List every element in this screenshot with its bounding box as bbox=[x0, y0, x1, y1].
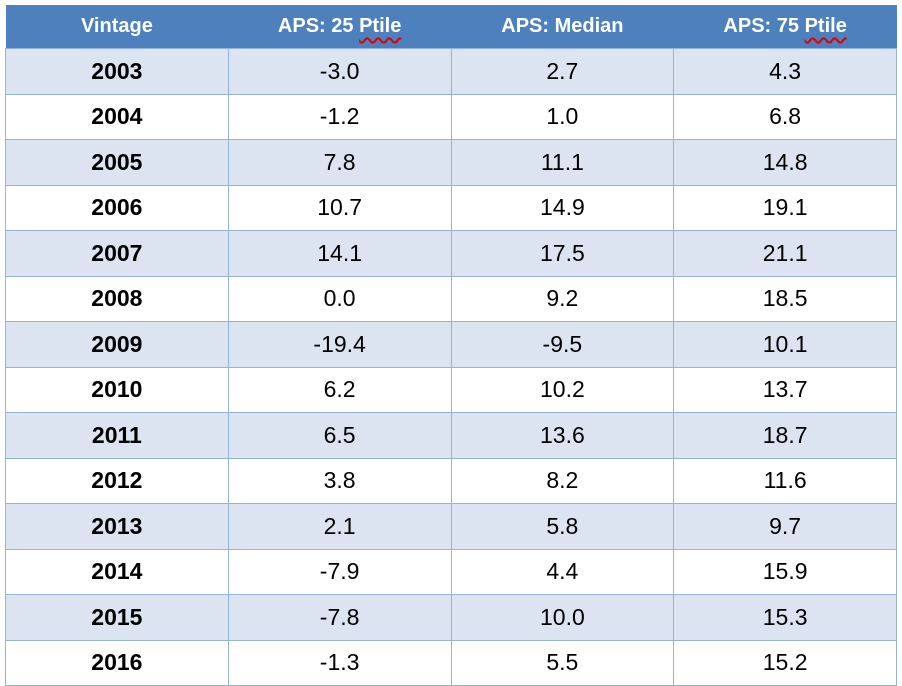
value-cell: 10.2 bbox=[450, 366, 675, 413]
value-cell: 19.1 bbox=[673, 184, 897, 231]
column-header-label: APS: 75 bbox=[723, 15, 805, 37]
value-cell: 5.8 bbox=[450, 503, 675, 550]
value-cell: 8.2 bbox=[450, 457, 675, 504]
vintage-cell: 2016 bbox=[5, 639, 229, 686]
value-cell: 13.6 bbox=[450, 412, 675, 459]
spellcheck-underline-word: Ptile bbox=[804, 15, 847, 37]
table-row: 2010 6.2 10.2 13.7 bbox=[5, 366, 897, 413]
table-row: 2009 -19.4 -9.5 10.1 bbox=[5, 321, 897, 368]
vintage-cell: 2009 bbox=[5, 321, 229, 368]
value-cell: -7.8 bbox=[227, 594, 452, 641]
vintage-aps-table: Vintage APS: 25 Ptile APS: Median APS: 7… bbox=[5, 5, 897, 686]
table-row: 2008 0.0 9.2 18.5 bbox=[5, 275, 897, 322]
value-cell: 11.6 bbox=[673, 457, 897, 504]
vintage-cell: 2005 bbox=[5, 139, 229, 186]
column-header-aps-75-ptile: APS: 75 Ptile bbox=[673, 5, 897, 49]
vintage-cell: 2004 bbox=[5, 93, 229, 140]
value-cell: 10.7 bbox=[227, 184, 452, 231]
value-cell: 15.9 bbox=[673, 548, 897, 595]
value-cell: 2.7 bbox=[450, 48, 675, 95]
vintage-cell: 2006 bbox=[5, 184, 229, 231]
column-header-vintage: Vintage bbox=[5, 5, 229, 49]
vintage-cell: 2011 bbox=[5, 412, 229, 459]
value-cell: 6.2 bbox=[227, 366, 452, 413]
value-cell: 10.0 bbox=[450, 594, 675, 641]
value-cell: 14.9 bbox=[450, 184, 675, 231]
column-header-label: APS: Median bbox=[501, 15, 624, 37]
value-cell: 6.5 bbox=[227, 412, 452, 459]
vintage-cell: 2007 bbox=[5, 230, 229, 277]
value-cell: -9.5 bbox=[450, 321, 675, 368]
value-cell: 5.5 bbox=[450, 639, 675, 686]
table-row: 2004 -1.2 1.0 6.8 bbox=[5, 93, 897, 140]
value-cell: 10.1 bbox=[673, 321, 897, 368]
value-cell: -1.3 bbox=[227, 639, 452, 686]
value-cell: 4.4 bbox=[450, 548, 675, 595]
value-cell: 4.3 bbox=[673, 48, 897, 95]
value-cell: 11.1 bbox=[450, 139, 675, 186]
header-row: Vintage APS: 25 Ptile APS: Median APS: 7… bbox=[5, 5, 897, 49]
value-cell: 15.2 bbox=[673, 639, 897, 686]
value-cell: 6.8 bbox=[673, 93, 897, 140]
table-row: 2011 6.5 13.6 18.7 bbox=[5, 412, 897, 459]
table-row: 2015 -7.8 10.0 15.3 bbox=[5, 594, 897, 641]
value-cell: 21.1 bbox=[673, 230, 897, 277]
vintage-cell: 2013 bbox=[5, 503, 229, 550]
table-row: 2013 2.1 5.8 9.7 bbox=[5, 503, 897, 550]
value-cell: 17.5 bbox=[450, 230, 675, 277]
value-cell: -7.9 bbox=[227, 548, 452, 595]
table-row: 2006 10.7 14.9 19.1 bbox=[5, 184, 897, 231]
spellcheck-underline-word: Ptile bbox=[359, 15, 402, 37]
column-header-aps-median: APS: Median bbox=[451, 5, 674, 49]
value-cell: 3.8 bbox=[227, 457, 452, 504]
vintage-cell: 2015 bbox=[5, 594, 229, 641]
column-header-aps-25-ptile: APS: 25 Ptile bbox=[228, 5, 451, 49]
vintage-cell: 2012 bbox=[5, 457, 229, 504]
value-cell: 1.0 bbox=[450, 93, 675, 140]
value-cell: 9.7 bbox=[673, 503, 897, 550]
value-cell: 9.2 bbox=[450, 275, 675, 322]
vintage-cell: 2008 bbox=[5, 275, 229, 322]
value-cell: 13.7 bbox=[673, 366, 897, 413]
vintage-cell: 2014 bbox=[5, 548, 229, 595]
table-row: 2016 -1.3 5.5 15.2 bbox=[5, 639, 897, 686]
table-row: 2007 14.1 17.5 21.1 bbox=[5, 230, 897, 277]
table-header: Vintage APS: 25 Ptile APS: Median APS: 7… bbox=[5, 5, 897, 49]
value-cell: 0.0 bbox=[227, 275, 452, 322]
value-cell: 14.8 bbox=[673, 139, 897, 186]
value-cell: 14.1 bbox=[227, 230, 452, 277]
column-header-label: Vintage bbox=[80, 15, 153, 37]
table-row: 2012 3.8 8.2 11.6 bbox=[5, 457, 897, 504]
value-cell: 2.1 bbox=[227, 503, 452, 550]
document-table-container: Vintage APS: 25 Ptile APS: Median APS: 7… bbox=[5, 5, 897, 686]
vintage-cell: 2010 bbox=[5, 366, 229, 413]
table-row: 2003 -3.0 2.7 4.3 bbox=[5, 48, 897, 95]
table-body: 2003 -3.0 2.7 4.3 2004 -1.2 1.0 6.8 2005… bbox=[5, 48, 897, 686]
table-row: 2005 7.8 11.1 14.8 bbox=[5, 139, 897, 186]
value-cell: 15.3 bbox=[673, 594, 897, 641]
value-cell: 18.5 bbox=[673, 275, 897, 322]
value-cell: -19.4 bbox=[227, 321, 452, 368]
vintage-cell: 2003 bbox=[5, 48, 229, 95]
value-cell: -3.0 bbox=[227, 48, 452, 95]
table-row: 2014 -7.9 4.4 15.9 bbox=[5, 548, 897, 595]
value-cell: -1.2 bbox=[227, 93, 452, 140]
column-header-label: APS: 25 bbox=[277, 15, 360, 37]
value-cell: 18.7 bbox=[673, 412, 897, 459]
value-cell: 7.8 bbox=[227, 139, 452, 186]
